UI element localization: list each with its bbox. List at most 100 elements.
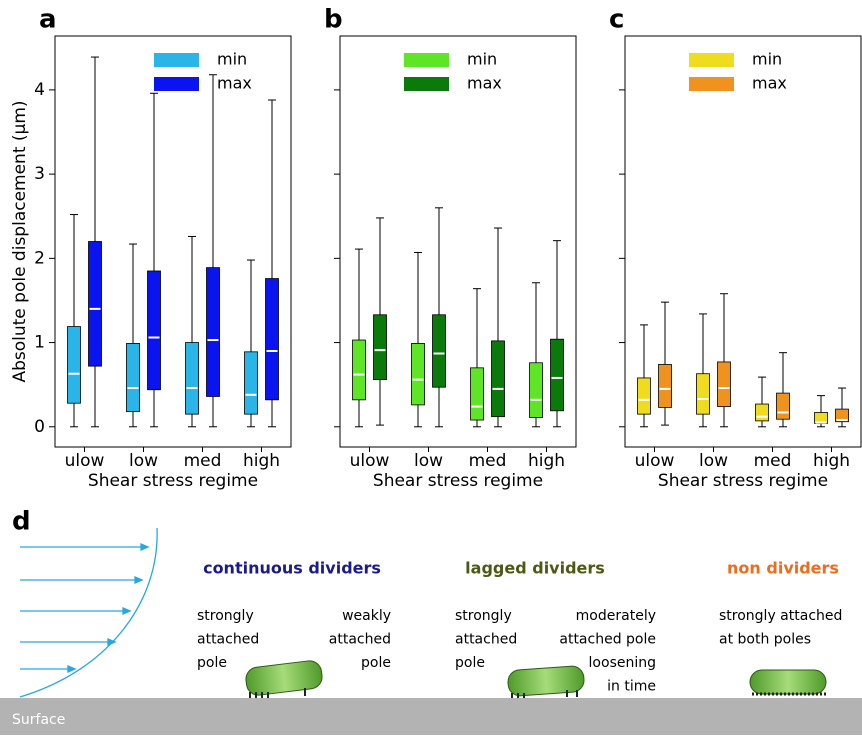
axes-frame [624,35,862,448]
box-body [244,351,258,415]
y-tick-label: 1 [34,333,45,353]
box-body [126,343,140,413]
box [265,99,279,428]
legend-swatch [154,53,199,67]
legend-label: min [217,50,247,69]
box-body [185,342,199,415]
box [147,92,161,428]
x-axis-label: Shear stress regime [658,471,828,491]
x-tick-label: low [699,451,728,471]
y-tick-label: 2 [34,248,45,268]
description: moderately [576,608,656,624]
cells [245,660,827,698]
description: strongly attached [719,608,842,624]
box [432,207,446,428]
box [550,240,564,428]
description: attached [329,632,391,648]
x-tick-label: ulow [350,451,390,471]
legend-label: min [467,50,497,69]
box [244,259,258,428]
box [491,227,505,428]
panel-label: a [39,5,57,35]
box [411,251,425,428]
box [67,214,81,428]
x-tick-label: low [414,451,443,471]
box [696,313,710,428]
box [776,352,790,428]
box-body [470,367,484,421]
legend-swatch [689,77,734,91]
box-body [265,278,279,401]
description: pole [197,655,227,671]
box [88,56,102,428]
x-tick-label: ulow [65,451,105,471]
y-tick-label: 3 [34,164,45,184]
group-title: lagged dividers [465,559,605,578]
box-body [637,377,651,415]
box-body [658,364,672,408]
box-body [88,241,102,367]
description: loosening [589,655,656,671]
box [814,395,828,428]
x-tick-label: high [528,451,565,471]
box-body [206,267,220,397]
box [126,243,140,428]
box [835,387,849,428]
box [755,376,769,428]
box [658,301,672,426]
box [529,282,543,428]
box-body [491,340,505,418]
axes-frame [54,35,292,448]
panel-label: b [324,5,343,35]
box-body [696,373,710,415]
x-tick-label: med [184,451,222,471]
box [373,217,387,426]
y-tick-label: 4 [34,80,45,100]
box [470,288,484,428]
legend-label: max [217,74,252,93]
legend-swatch [404,53,449,67]
description: at both poles [719,632,811,648]
legend-swatch [689,53,734,67]
description: pole [455,655,485,671]
box-body [717,361,731,407]
flow-profile [19,527,158,698]
description: strongly [197,608,254,624]
description: in time [607,679,656,695]
box-body [147,270,161,391]
description: strongly [455,608,512,624]
axes-frame [339,35,577,448]
box-body [67,326,81,404]
y-axis-label: Absolute pole displacement (μm) [10,100,30,382]
group-title: continuous dividers [203,559,381,578]
x-tick-label: low [129,451,158,471]
box [352,248,366,428]
box-body [352,339,366,401]
description: weakly [342,608,391,624]
description: pole [361,655,391,671]
x-axis-label: Shear stress regime [88,471,258,491]
legend-label: max [752,74,787,93]
legend-swatch [404,77,449,91]
panel-label: c [609,5,624,35]
legend-label: max [467,74,502,93]
box-body [776,392,790,420]
legend-label: min [752,50,782,69]
x-axis-label: Shear stress regime [373,471,543,491]
description: attached [197,632,259,648]
box-body [550,338,564,412]
x-tick-label: high [813,451,850,471]
box-body [755,403,769,422]
box-body [835,408,849,423]
box [717,293,731,428]
x-tick-label: high [243,451,280,471]
box [637,324,651,428]
box [206,74,220,428]
description: attached pole [559,632,656,648]
x-tick-label: ulow [635,451,675,471]
x-tick-label: med [754,451,792,471]
panel-label: d [12,507,31,537]
box-body [529,362,543,418]
surface [0,698,862,735]
box-body [411,343,425,406]
